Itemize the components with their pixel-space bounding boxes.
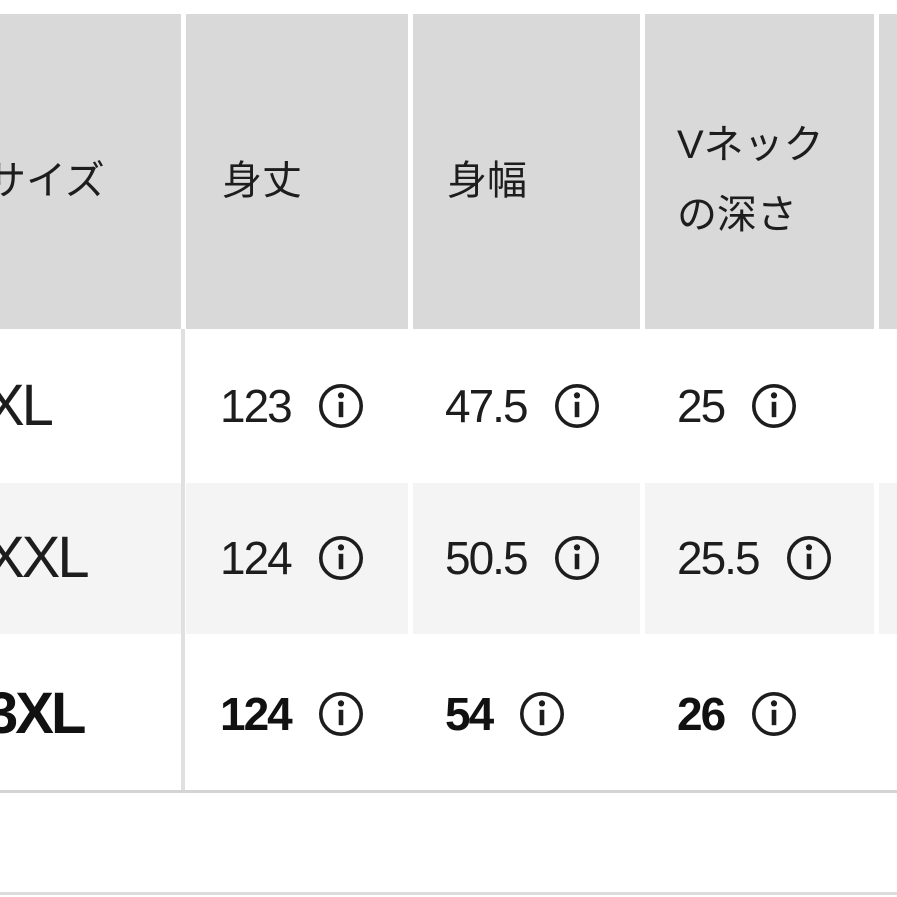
- info-circle-icon[interactable]: [317, 690, 365, 738]
- info-circle-icon[interactable]: [750, 690, 798, 738]
- column-header-vneck-depth: Vネック の深さ: [677, 110, 824, 250]
- header-cell-size: [0, 14, 181, 329]
- value-cell-body-length: 124: [220, 534, 365, 582]
- value-cell-vneck-depth: 26: [677, 690, 798, 738]
- table-bottom-rule: [0, 790, 897, 793]
- info-circle-icon[interactable]: [553, 534, 601, 582]
- info-circle-icon[interactable]: [317, 534, 365, 582]
- value-cell-body-length: 123: [220, 382, 365, 430]
- row2-bg-cell: [186, 483, 408, 634]
- measurement-value: 26: [677, 688, 726, 740]
- measurement-value: 25: [677, 380, 726, 432]
- vneck-header-line1: Vネック: [677, 123, 824, 167]
- info-circle-icon[interactable]: [553, 382, 601, 430]
- measurement-value: 123: [220, 380, 293, 432]
- size-label-3xl: 3XL: [0, 681, 86, 746]
- row2-bg-cell: [413, 483, 640, 634]
- size-label-xl: XL: [0, 373, 54, 438]
- measurement-value: 124: [220, 532, 293, 584]
- value-cell-vneck-depth: 25.5: [677, 534, 833, 582]
- column-header-body-length: 身丈: [222, 159, 302, 203]
- row2-bg-cell: [0, 483, 181, 634]
- row2-bg-cell: [645, 483, 874, 634]
- value-cell-body-length: 124: [220, 690, 365, 738]
- value-cell-body-width: 47.5: [445, 382, 601, 430]
- info-circle-icon[interactable]: [785, 534, 833, 582]
- row2-bg-cell: [879, 483, 897, 634]
- measurement-value: 50.5: [445, 532, 529, 584]
- info-circle-icon[interactable]: [750, 382, 798, 430]
- size-label-xxl: XXL: [0, 525, 90, 590]
- vneck-header-line2: の深さ: [677, 193, 797, 237]
- value-cell-vneck-depth: 25: [677, 382, 798, 430]
- value-cell-body-width: 54: [445, 690, 566, 738]
- section-bottom-rule: [0, 892, 897, 895]
- measurement-value: 47.5: [445, 380, 529, 432]
- info-circle-icon[interactable]: [317, 382, 365, 430]
- header-cell-body-width: [413, 14, 640, 329]
- column-header-size: サイズ: [0, 159, 105, 203]
- header-cell-vneck-depth: [645, 14, 874, 329]
- measurement-value: 25.5: [677, 532, 761, 584]
- measurement-value: 124: [220, 688, 293, 740]
- info-circle-icon[interactable]: [518, 690, 566, 738]
- value-cell-body-width: 50.5: [445, 534, 601, 582]
- size-column-divider: [181, 329, 185, 791]
- header-cell-body-length: [186, 14, 408, 329]
- header-cell-partial: [879, 14, 897, 329]
- column-header-body-width: 身幅: [447, 159, 527, 203]
- measurement-value: 54: [445, 688, 494, 740]
